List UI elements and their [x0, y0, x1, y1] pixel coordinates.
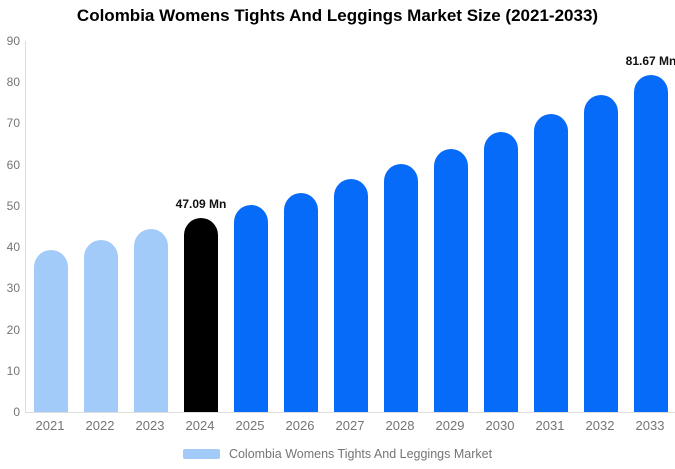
- bar-2028[interactable]: [384, 164, 418, 412]
- y-axis-tick-label: 90: [6, 34, 20, 48]
- y-axis-tick-label: 40: [6, 240, 20, 255]
- legend-label: Colombia Womens Tights And Leggings Mark…: [228, 447, 493, 461]
- bar-slot-2023: [126, 41, 176, 412]
- bar-slot-2027: [326, 41, 376, 412]
- x-axis-label-2029: 2029: [435, 418, 465, 433]
- bar-slot-2026: [276, 41, 326, 412]
- bar-slot-2033: 81.67 Mn: [626, 41, 675, 412]
- bar-2031[interactable]: [534, 114, 568, 412]
- y-axis-tick-label: 80: [6, 75, 20, 90]
- legend-swatch: [182, 449, 220, 459]
- bar-2033[interactable]: [634, 75, 668, 412]
- bar-2026[interactable]: [284, 192, 318, 412]
- x-axis-label-2027: 2027: [335, 418, 365, 433]
- chart-title: Colombia Womens Tights And Leggings Mark…: [76, 6, 599, 25]
- bar-2030[interactable]: [484, 132, 518, 412]
- bar-slot-2031: [526, 41, 576, 412]
- bar-2025[interactable]: [234, 205, 268, 412]
- bar-slot-2032: [576, 41, 626, 412]
- x-axis-label-2023: 2023: [135, 418, 165, 433]
- y-axis: 0 10 20 30 40 50 60 70 80 90: [0, 34, 20, 419]
- bar-2032[interactable]: [584, 95, 618, 412]
- y-axis-tick-label: 50: [6, 198, 20, 213]
- y-axis-tick-label: 10: [6, 363, 20, 378]
- y-axis-tick-label: 70: [6, 116, 20, 131]
- x-axis-label-2026: 2026: [285, 418, 315, 433]
- x-axis-label-2031: 2031: [535, 418, 565, 433]
- bar-slot-2029: [426, 41, 476, 412]
- x-axis-label-2024: 2024: [185, 418, 215, 433]
- bar-2023[interactable]: [134, 229, 168, 412]
- bar-slot-2028: [376, 41, 426, 412]
- bar-2027[interactable]: [334, 178, 368, 412]
- legend-item[interactable]: Colombia Womens Tights And Leggings Mark…: [0, 443, 675, 465]
- x-axis-label-2028: 2028: [385, 418, 415, 433]
- y-axis-tick-label: 60: [6, 157, 20, 172]
- y-axis-tick-label: 0: [13, 405, 20, 419]
- bar-slot-2024: 47.09 Mn: [176, 41, 226, 412]
- bar-slot-2021: [26, 41, 76, 412]
- x-axis-label-2021: 2021: [35, 418, 65, 433]
- bar-2024[interactable]: [184, 217, 218, 412]
- bar-2022[interactable]: [84, 240, 118, 412]
- x-axis-label-2032: 2032: [585, 418, 615, 433]
- plot-area: 47.09 Mn 81.67 Mn: [25, 41, 675, 413]
- x-axis-label-2025: 2025: [235, 418, 265, 433]
- bar-2029[interactable]: [434, 148, 468, 412]
- bar-2021[interactable]: [34, 250, 68, 412]
- bar-slot-2025: [226, 41, 276, 412]
- x-axis-label-2022: 2022: [85, 418, 115, 433]
- bar-value-label-2033: 81.67 Mn: [625, 54, 675, 69]
- y-axis-tick-label: 20: [6, 322, 20, 337]
- y-axis-tick-label: 30: [6, 281, 20, 296]
- x-axis-label-2030: 2030: [485, 418, 515, 433]
- bar-slot-2022: [76, 41, 126, 412]
- bar-slot-2030: [476, 41, 526, 412]
- x-axis: 2021 2022 2023 2024 2025 2026 2027 2028 2029 2030…: [25, 418, 675, 433]
- x-axis-label-2033: 2033: [635, 418, 665, 433]
- bar-value-label-2024: 47.09 Mn: [175, 196, 227, 211]
